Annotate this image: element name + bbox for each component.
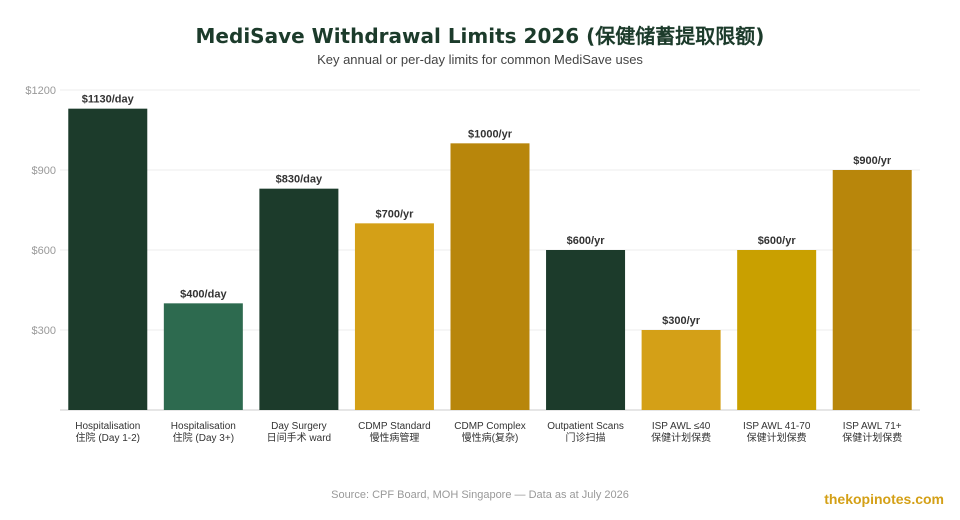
y-tick-label: $600 <box>32 245 56 257</box>
x-tick-label-zh: 门诊扫描 <box>566 431 606 444</box>
bar <box>259 188 339 410</box>
bar-value-label: $830/day <box>276 174 323 186</box>
bar-value-label: $400/day <box>180 288 227 300</box>
x-tick-label: Day Surgery <box>271 421 327 432</box>
bar-value-label: $300/yr <box>662 315 701 327</box>
y-tick-label: $1200 <box>25 85 56 97</box>
x-tick-label-zh: 慢性病(复杂) <box>462 431 519 444</box>
watermark: thekopinotes.com <box>824 491 944 507</box>
x-tick-label: Hospitalisation <box>75 421 140 432</box>
x-tick-label-zh: 保健计划保费 <box>747 431 807 444</box>
bar-value-label: $600/yr <box>758 235 797 247</box>
chart-subtitle: Key annual or per-day limits for common … <box>317 52 643 67</box>
bar <box>641 330 721 410</box>
bar <box>546 250 626 410</box>
bar <box>68 108 148 411</box>
bar <box>354 223 434 410</box>
chart-title: MediSave Withdrawal Limits 2026 (保健储蓄提取限… <box>195 24 765 48</box>
bar-value-label: $1000/yr <box>468 128 513 140</box>
bar <box>832 170 912 410</box>
x-tick-label-zh: 日间手术 ward <box>267 431 331 444</box>
bar-value-label: $600/yr <box>567 235 606 247</box>
x-tick-label-zh: 住院 (Day 1-2) <box>76 431 140 444</box>
x-tick-label: CDMP Complex <box>454 421 526 432</box>
bar-value-label: $1130/day <box>82 94 135 106</box>
bar <box>450 143 530 411</box>
x-tick-label: ISP AWL 41-70 <box>743 421 811 432</box>
x-tick-label-zh: 保健计划保费 <box>842 431 902 444</box>
x-tick-label-zh: 保健计划保费 <box>651 431 711 444</box>
x-tick-label: ISP AWL ≤40 <box>652 421 711 432</box>
bar <box>163 303 243 410</box>
y-tick-label: $900 <box>32 165 56 177</box>
bar-value-label: $700/yr <box>375 208 414 220</box>
source-note: Source: CPF Board, MOH Singapore — Data … <box>331 489 629 501</box>
x-tick-label-zh: 慢性病管理 <box>369 431 419 444</box>
bar <box>737 250 817 410</box>
y-tick-label: $300 <box>32 325 56 337</box>
bar-chart: $300 $600 $900 $1200 $1130/day Hospitalisatio… <box>25 85 920 444</box>
x-tick-label: ISP AWL 71+ <box>843 421 902 432</box>
x-tick-label: Outpatient Scans <box>547 421 624 432</box>
x-tick-label-zh: 住院 (Day 3+) <box>173 431 234 444</box>
x-tick-label: Hospitalisation <box>171 421 236 432</box>
bar-value-label: $900/yr <box>853 155 892 167</box>
x-tick-label: CDMP Standard <box>358 421 431 432</box>
